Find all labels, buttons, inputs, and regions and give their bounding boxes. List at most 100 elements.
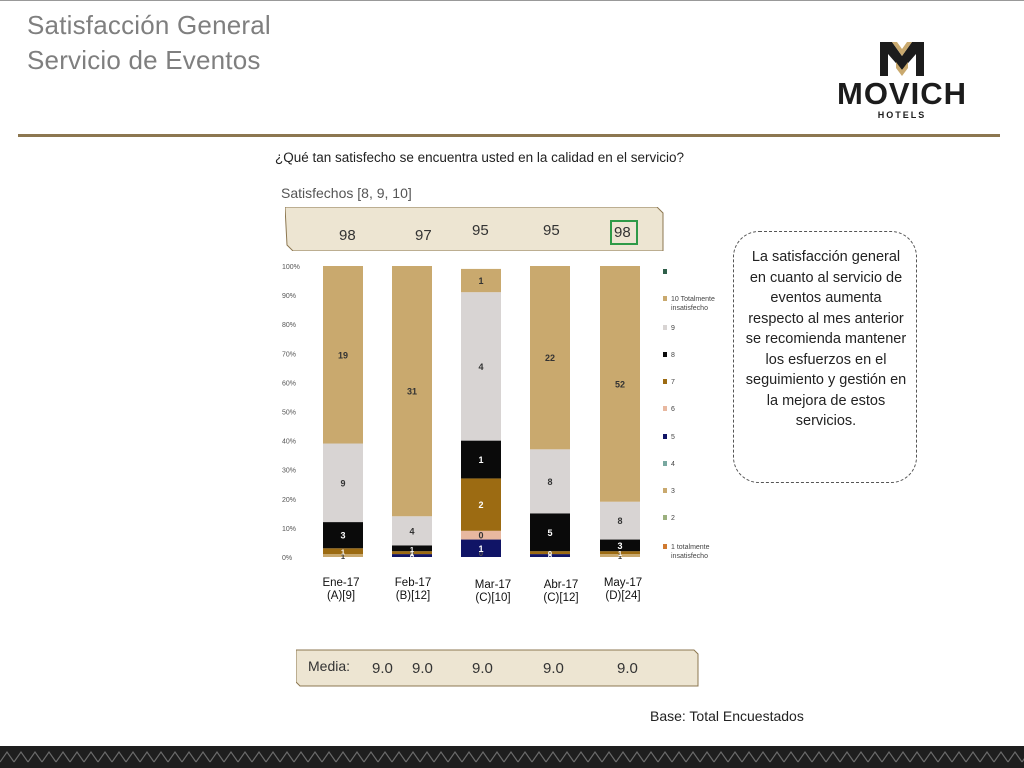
- bar-segment: [323, 548, 363, 555]
- data-label: 1: [341, 548, 345, 557]
- data-label: 0: [548, 552, 552, 561]
- y-tick-label: 100%: [282, 264, 300, 271]
- data-label: 22: [545, 353, 555, 363]
- y-tick-label: 10%: [282, 526, 296, 533]
- data-label: 4: [478, 362, 483, 372]
- legend-label: 5: [671, 434, 675, 441]
- bar-segment: [392, 545, 432, 552]
- data-label: 0: [548, 549, 552, 558]
- bar-segment: [392, 554, 432, 557]
- bar-segment: [461, 268, 501, 293]
- bar-segment: [392, 266, 432, 517]
- legend-swatch: [663, 379, 667, 384]
- satisfied-value: 97: [415, 227, 432, 244]
- media-band: [296, 649, 699, 687]
- legend-swatch: [663, 352, 667, 357]
- data-label: 1: [341, 552, 345, 561]
- callout-text: La satisfacción general en cuanto al ser…: [745, 249, 907, 429]
- data-label: 1: [410, 549, 414, 558]
- satisfied-value: 98: [339, 227, 356, 244]
- bar-segment: [461, 539, 501, 557]
- satisfied-band: [285, 207, 664, 251]
- bar-segment: [461, 478, 501, 531]
- bar-segment: [461, 440, 501, 479]
- satisfied-value: 95: [543, 222, 560, 239]
- base-note: Base: Total Encuestados: [650, 708, 804, 724]
- legend-label: insatisfecho: [671, 553, 708, 560]
- legend-swatch: [663, 434, 667, 439]
- footer-pattern: [0, 746, 1024, 768]
- data-label: 1: [478, 276, 483, 286]
- insight-callout: La satisfacción general en cuanto al ser…: [733, 231, 917, 483]
- highlight-box: [610, 220, 638, 245]
- media-value: 9.0: [472, 660, 493, 677]
- legend-label: insatisfecho: [671, 305, 708, 312]
- y-tick-label: 0%: [282, 555, 292, 562]
- y-tick-label: 30%: [282, 468, 296, 475]
- satisfied-label: Satisfechos [8, 9, 10]: [281, 185, 412, 201]
- y-tick-label: 90%: [282, 293, 296, 300]
- data-label: 1: [478, 544, 483, 554]
- category-label: Abr-17 (C)[12]: [543, 579, 579, 604]
- legend-label: 4: [671, 461, 675, 468]
- data-label: 1: [618, 552, 622, 561]
- bar-segment: [392, 516, 432, 546]
- legend-swatch: [663, 296, 667, 301]
- legend-label: 7: [671, 379, 675, 386]
- legend-swatch: [663, 269, 667, 274]
- bar-segment: [600, 539, 640, 552]
- legend-swatch: [663, 325, 667, 330]
- logo-wordmark: MOVICH: [837, 76, 967, 111]
- bar-segment: [461, 292, 501, 441]
- data-label: 8: [617, 516, 622, 526]
- legend-label: 2: [671, 515, 675, 522]
- page-subtitle: Servicio de Eventos: [27, 45, 261, 75]
- data-label: 8: [547, 477, 552, 487]
- data-label: 1: [618, 549, 622, 558]
- satisfied-value-highlighted: 98: [614, 224, 631, 241]
- movich-logo: MOVICH HOTELS: [812, 38, 992, 124]
- legend-label: 9: [671, 325, 675, 332]
- bar-segment: [323, 266, 363, 444]
- legend-swatch: [663, 488, 667, 493]
- y-tick-label: 40%: [282, 439, 296, 446]
- satisfied-value: 95: [472, 222, 489, 239]
- y-tick-label: 20%: [282, 497, 296, 504]
- legend-label: 10 Totalmente: [671, 296, 715, 303]
- bar-segment: [530, 266, 570, 450]
- bar-segment: [323, 554, 363, 557]
- legend-label: 3: [671, 488, 675, 495]
- data-label: 52: [615, 379, 625, 389]
- media-label: Media:: [308, 658, 351, 674]
- logo-subtitle: HOTELS: [877, 110, 927, 120]
- data-label: 0: [410, 549, 414, 558]
- legend-label: 8: [671, 352, 675, 359]
- bar-segment: [530, 551, 570, 555]
- data-label: 0: [548, 549, 552, 558]
- stacked-bar-chart: 0%10%20%30%40%50%60%70%80%90%100%1139190…: [282, 264, 715, 562]
- survey-question: ¿Qué tan satisfecho se encuentra usted e…: [275, 150, 684, 165]
- bar-segment: [323, 522, 363, 549]
- data-label: 0: [478, 531, 483, 541]
- page-title: Satisfacción General: [27, 10, 271, 40]
- y-tick-label: 60%: [282, 380, 296, 387]
- header-divider: [18, 134, 1000, 137]
- bar-segment: [530, 449, 570, 514]
- media-value: 9.0: [372, 660, 393, 677]
- legend-label: 6: [671, 406, 675, 413]
- y-tick-label: 70%: [282, 351, 296, 358]
- bar-segment: [600, 266, 640, 502]
- legend-swatch: [663, 461, 667, 466]
- media-value: 9.0: [617, 660, 638, 677]
- bar-segment: [600, 551, 640, 555]
- bar-segment: [392, 551, 432, 555]
- data-label: 0: [410, 552, 414, 561]
- data-label: 3: [617, 541, 622, 551]
- legend-swatch: [663, 406, 667, 411]
- category-label: Ene-17 (A)[9]: [322, 577, 360, 602]
- data-label: 5: [547, 528, 552, 538]
- y-tick-label: 80%: [282, 322, 296, 329]
- bar-segment: [600, 554, 640, 557]
- bar-segment: [461, 530, 501, 540]
- legend-swatch: [663, 515, 667, 520]
